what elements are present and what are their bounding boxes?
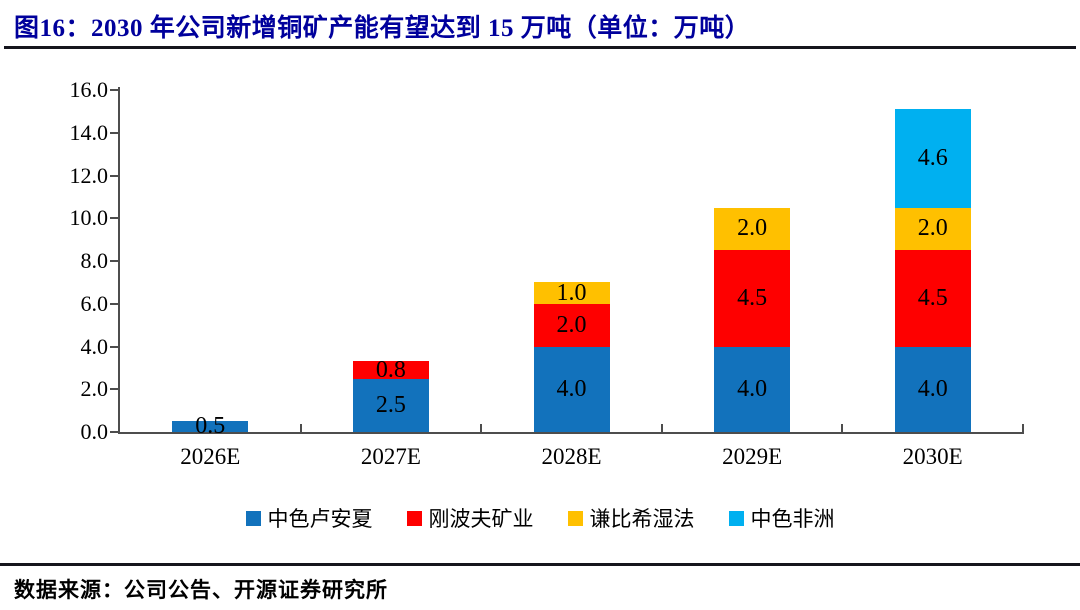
y-tick-mark <box>110 217 118 220</box>
bar-segment: 0.8 <box>352 357 429 383</box>
legend-label: 中色卢安夏 <box>267 507 373 531</box>
x-tick-mark <box>480 424 483 432</box>
y-tick-mark <box>110 174 118 177</box>
legend-swatch <box>728 510 744 526</box>
bar-segment: 1.0 <box>533 280 610 306</box>
bar-segment: 0.5 <box>172 413 249 439</box>
x-tick-label: 2027E <box>360 444 421 469</box>
bar-segment-label: 4.6 <box>917 144 948 171</box>
y-tick-mark <box>110 345 118 348</box>
data-source: 数据来源：公司公告、开源证券研究所 <box>14 578 388 602</box>
legend-item: 中色非洲 <box>728 503 835 533</box>
legend-item: 中色卢安夏 <box>245 503 373 533</box>
bar-segment: 2.0 <box>533 303 610 347</box>
x-tick-mark <box>299 424 302 432</box>
x-tick-label: 2029E <box>722 444 783 469</box>
title-rule <box>4 46 1076 49</box>
legend-label: 刚波夫矿业 <box>428 507 534 531</box>
y-tick-label: 8.0 <box>80 248 109 273</box>
legend-item: 刚波夫矿业 <box>406 503 534 533</box>
y-tick-mark <box>110 260 118 262</box>
legend-swatch <box>567 510 583 526</box>
footer-rule <box>0 563 1080 566</box>
bar-segment: 2.0 <box>714 207 791 251</box>
x-tick-label: 2026E <box>180 444 241 469</box>
bar-segment-label: 4.0 <box>917 375 948 402</box>
bar-segment: 4.0 <box>894 346 971 432</box>
legend-swatch <box>245 510 261 526</box>
bar-segment: 4.0 <box>533 346 610 432</box>
y-tick-label: 12.0 <box>69 162 109 188</box>
chart-legend: 中色卢安夏 刚波夫矿业 谦比希湿法 中色非洲 <box>0 503 1080 533</box>
y-tick-mark <box>110 89 118 91</box>
bar-segment-label: 4.5 <box>917 284 948 311</box>
legend-swatch <box>406 510 422 526</box>
y-axis-line <box>118 87 120 434</box>
x-axis-line <box>118 432 1024 434</box>
x-tick-mark <box>1022 424 1024 432</box>
y-tick-mark <box>110 302 118 305</box>
y-tick-label: 4.0 <box>80 333 109 359</box>
y-tick-label: 14.0 <box>69 119 109 145</box>
bar-segment-label: 4.5 <box>737 284 768 311</box>
legend-item: 谦比希湿法 <box>567 503 695 533</box>
y-tick-label: 16.0 <box>69 77 109 102</box>
y-tick-mark <box>110 431 118 433</box>
x-tick-mark <box>841 424 844 432</box>
y-tick-label: 0.0 <box>80 419 109 444</box>
bar-segment: 4.5 <box>714 250 791 347</box>
y-tick-label: 6.0 <box>80 290 109 316</box>
bar-segment: 4.6 <box>894 109 971 208</box>
bar-segment: 4.5 <box>894 250 971 347</box>
y-tick-label: 10.0 <box>69 205 109 231</box>
x-tick-label: 2030E <box>902 444 963 469</box>
legend-label: 谦比希湿法 <box>589 507 695 531</box>
bar-segment-label: 2.0 <box>556 311 587 338</box>
bar-segment-label: 0.5 <box>195 413 226 440</box>
y-tick-mark <box>110 131 118 134</box>
bar-segment: 4.0 <box>714 346 791 432</box>
y-tick-mark <box>110 388 118 391</box>
bar-segment: 2.5 <box>352 378 429 432</box>
bar-segment-label: 4.0 <box>737 375 768 402</box>
bar-segment-label: 2.0 <box>737 215 768 242</box>
y-tick-label: 2.0 <box>80 376 109 402</box>
x-tick-label: 2028E <box>541 444 602 469</box>
bar-segment-label: 1.0 <box>556 279 587 306</box>
bar-segment: 2.0 <box>894 207 971 251</box>
x-tick-mark <box>660 424 663 432</box>
bar-segment-label: 2.0 <box>917 215 948 242</box>
figure-title: 图16：2030 年公司新增铜矿产能有望达到 15 万吨（单位：万吨） <box>14 15 751 42</box>
legend-label: 中色非洲 <box>750 507 835 531</box>
bar-segment-label: 2.5 <box>375 391 406 418</box>
bar-segment-label: 0.8 <box>375 356 406 383</box>
bar-segment-label: 4.0 <box>556 375 587 402</box>
